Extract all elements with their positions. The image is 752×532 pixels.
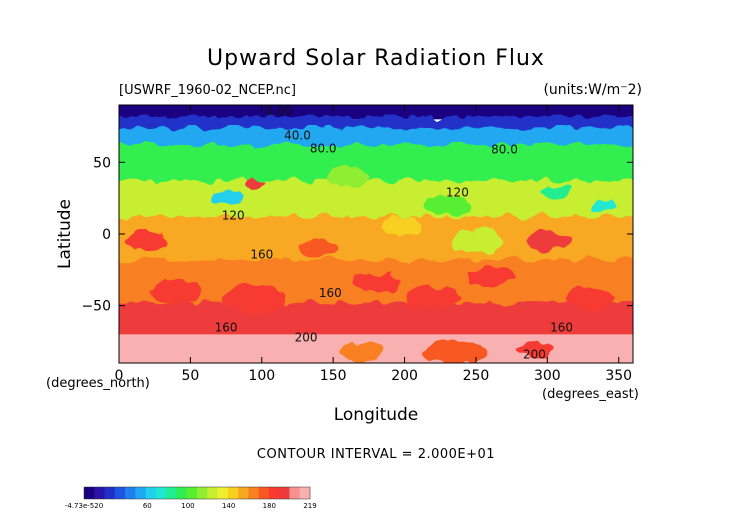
heatmap-patch (125, 231, 170, 252)
colorbar-swatch (166, 487, 177, 499)
contour-label: 80.0 (310, 141, 337, 155)
x-axis: 0 50 100 150 200 250 300 350 (115, 105, 632, 384)
heatmap-patch (423, 337, 486, 363)
contour-label: 80.0 (491, 143, 518, 157)
heatmap-band (119, 302, 633, 338)
contour-label: 160 (550, 320, 573, 334)
colorbar-swatch (227, 487, 239, 499)
contour-interval-label: CONTOUR INTERVAL = 2.000E+01 (256, 447, 496, 462)
contour-label: 200 (523, 348, 546, 362)
colorbar-swatch (207, 487, 219, 499)
colorbar-swatch (186, 487, 198, 499)
colorbar-swatch (84, 487, 95, 499)
x-tick-label: 350 (605, 368, 632, 384)
colorbar-label: 180 (263, 502, 276, 510)
heatmap-patch (539, 184, 570, 198)
x-axis-title: Longitude (334, 405, 419, 425)
chart-title: Upward Solar Radiation Flux (207, 46, 545, 71)
contour-label: 160 (250, 247, 273, 261)
colorbar-swatch (268, 487, 280, 499)
colorbar-label: 219 (303, 502, 316, 510)
x-tick-label: 50 (181, 368, 199, 384)
heatmap-patch (449, 229, 503, 254)
heatmap-patch (425, 195, 470, 216)
colorbar-label: 100 (181, 502, 194, 510)
heatmap-patch (299, 239, 339, 258)
heatmap-patch (325, 166, 370, 187)
heatmap-patch (149, 279, 203, 304)
heatmap-patch (339, 341, 384, 362)
heatmap-patch (223, 284, 286, 313)
colorbar-swatch (114, 487, 126, 499)
heatmap-patch (351, 273, 401, 296)
colorbar-swatch (279, 487, 290, 499)
x-tick-label: 150 (320, 368, 347, 384)
colorbar-swatch (289, 487, 301, 499)
x-tick-label: 250 (463, 368, 490, 384)
x-tick-label: 0 (115, 368, 124, 384)
heatmap-band (119, 145, 633, 187)
heatmap-patch (208, 190, 244, 207)
contour-label: 120 (446, 186, 469, 200)
colorbar-swatch (238, 487, 249, 499)
colorbar-swatch (145, 487, 157, 499)
heatmap-patch (243, 178, 266, 189)
heatmap-patch (468, 267, 513, 287)
x-tick-label: 300 (534, 368, 561, 384)
colorbar-swatch (94, 487, 106, 499)
heatmap-patch (565, 287, 615, 310)
colorbar-swatch (299, 487, 311, 499)
colorbar-label: -4.73e-520 (65, 502, 103, 510)
heatmap-band (119, 105, 633, 120)
y-axis: −50 0 50 (81, 155, 633, 315)
contour-label: 160 (215, 320, 238, 334)
colorbar-swatch (258, 487, 270, 499)
contour-label: 0.00 (266, 104, 293, 118)
heatmap-patch (591, 199, 618, 212)
heatmap-patch (525, 231, 570, 252)
colorbar-swatch (125, 487, 136, 499)
y-tick-label: −50 (81, 299, 111, 315)
heatmap-patch (184, 217, 225, 236)
heatmap-patch (515, 340, 551, 357)
colorbar-swatch (217, 487, 229, 499)
file-label: [USWRF_1960-02_NCEP.nc] (119, 83, 296, 98)
heatmap-patch (382, 216, 427, 237)
colorbar-swatch (135, 487, 147, 499)
colorbar: -4.73e-520 60 100 140 180 219 (65, 486, 317, 510)
units-label: (units:W/m⁻2) (543, 82, 642, 98)
colorbar-swatch (155, 487, 167, 499)
colorbar-swatch (104, 487, 116, 499)
contour-label: 40.0 (284, 128, 311, 142)
x-tick-label: 200 (391, 368, 418, 384)
contour-label: 200 (295, 331, 318, 345)
x-tick-label: 100 (248, 368, 275, 384)
x-unit-label: (degrees_east) (542, 387, 639, 402)
colorbar-frame (83, 486, 311, 500)
y-axis-title: Latitude (55, 199, 75, 269)
colorbar-label: 60 (143, 502, 152, 510)
colorbar-label: 140 (222, 502, 235, 510)
contour-label: 160 (319, 286, 342, 300)
y-unit-label: (degrees_north) (46, 376, 150, 391)
contour-label: 120 (222, 209, 245, 223)
colorbar-swatch (248, 487, 260, 499)
y-tick-label: 50 (93, 155, 111, 171)
colorbar-swatch (176, 487, 188, 499)
heatmap-patch (406, 286, 460, 311)
colorbar-swatch (197, 487, 208, 499)
y-tick-label: 0 (102, 227, 111, 243)
